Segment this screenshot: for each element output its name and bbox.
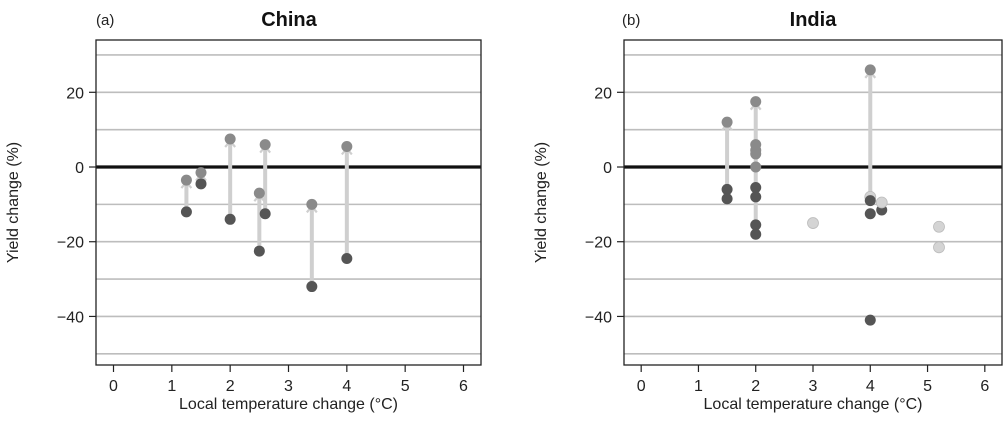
x-tick-label: 6 [980, 378, 989, 395]
x-tick-label: 5 [401, 378, 410, 395]
y-axis-title: Yield change (%) [5, 142, 22, 263]
data-point [721, 183, 733, 195]
y-tick-label: 0 [603, 160, 612, 177]
data-point [750, 182, 762, 194]
data-point-low [253, 245, 265, 257]
data-point-low [306, 281, 318, 293]
data-point [750, 191, 762, 203]
y-tick-label: −40 [585, 309, 612, 326]
data-point-low [180, 206, 192, 218]
data-point-high [306, 198, 318, 210]
data-point-low [224, 213, 236, 225]
panel-india: 0 1 2 3 4 5 6 −40 −20 0 20 Local temperature change… [533, 9, 1003, 413]
x-tick-label: 4 [342, 378, 351, 395]
x-axis-title: Local temperature change (°C) [704, 396, 923, 413]
y-tick-label: −20 [585, 235, 612, 252]
y-tick-label: −20 [57, 235, 84, 252]
y-tick-label: 0 [75, 160, 84, 177]
data-point-high [195, 167, 207, 179]
data-point-low [721, 193, 733, 205]
x-tick-label: 2 [226, 378, 235, 395]
data-point [807, 217, 819, 229]
x-tick-label: 2 [751, 378, 760, 395]
panel-label: (a) [96, 12, 114, 29]
data-point [750, 219, 762, 231]
x-tick-label: 1 [694, 378, 703, 395]
data-point-high [750, 96, 762, 108]
data-point-high [721, 116, 733, 128]
data-point-high [253, 187, 265, 199]
panel-label: (b) [622, 12, 640, 29]
data-point-low [750, 228, 762, 240]
data-point [864, 314, 876, 326]
x-tick-label: 3 [284, 378, 293, 395]
x-tick-label: 0 [637, 378, 646, 395]
chart-title: China [261, 9, 317, 31]
x-tick-label: 4 [866, 378, 875, 395]
x-tick-label: 1 [167, 378, 176, 395]
data-point-high [341, 140, 353, 152]
data-point-low [341, 253, 353, 265]
y-axis-title: Yield change (%) [533, 142, 550, 263]
x-tick-label: 0 [109, 378, 118, 395]
panel-china: 0 1 2 3 4 5 6 −40 −20 0 20 Local temperature change… [5, 9, 482, 413]
data-point [875, 196, 888, 209]
data-point-high [224, 133, 236, 145]
data-point [750, 161, 762, 173]
data-point [933, 241, 945, 254]
data-point-low [259, 208, 271, 220]
chart-title: India [790, 9, 838, 31]
y-tick-label: 20 [594, 85, 612, 102]
x-tick-label: 3 [809, 378, 818, 395]
x-tick-label: 5 [923, 378, 932, 395]
data-point [864, 208, 876, 220]
data-point-high [864, 64, 876, 76]
data-point [933, 220, 945, 233]
data-point-high [180, 174, 192, 186]
y-tick-label: −40 [57, 309, 84, 326]
x-axis-title: Local temperature change (°C) [179, 396, 398, 413]
data-point [750, 144, 762, 156]
data-point-low [864, 195, 876, 207]
data-point-high [259, 139, 271, 151]
x-tick-label: 6 [459, 378, 468, 395]
y-tick-label: 20 [66, 85, 84, 102]
data-point-low [195, 178, 207, 190]
